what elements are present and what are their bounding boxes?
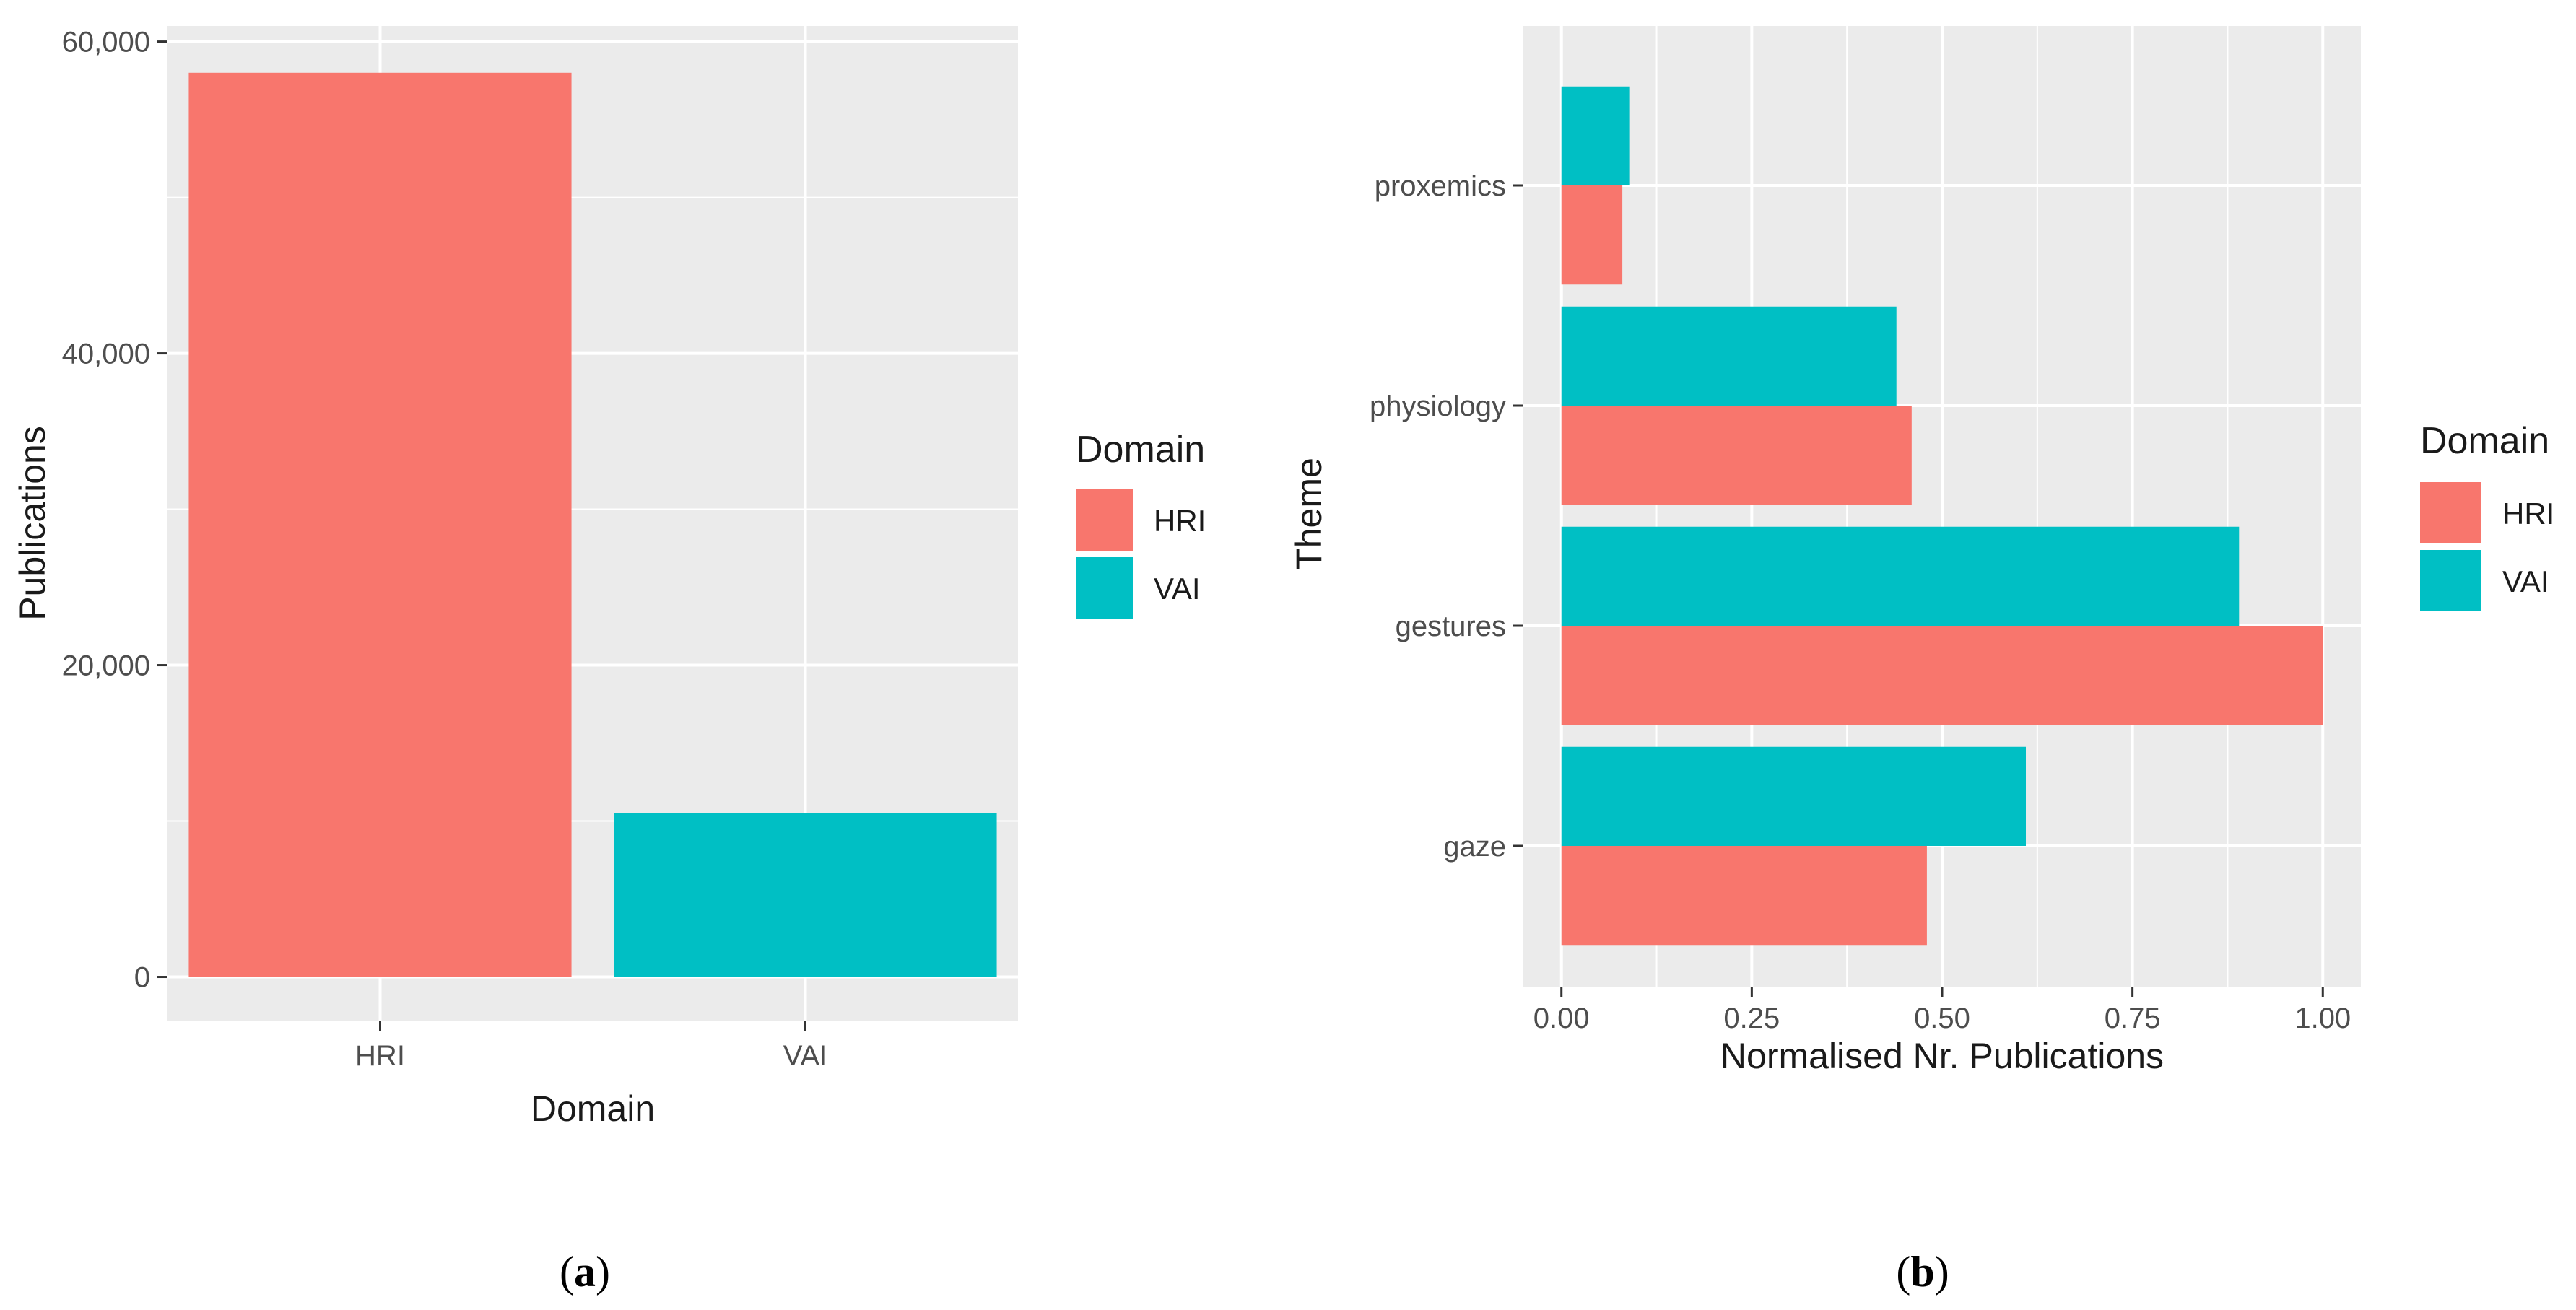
panel-a-x-tick-label: HRI	[355, 1040, 405, 1072]
bar-hri	[188, 72, 572, 977]
panel-b: gaze gestures physiology proxemics 0.00 0.25 0…	[1289, 26, 2554, 1076]
bar-proxemics-hri	[1561, 185, 1623, 285]
panel-b-legend: Domain HRI VAI	[2420, 420, 2554, 611]
panel-b-x-tick-label: 0.75	[2105, 1003, 2161, 1034]
bar-physiology-hri	[1561, 406, 1912, 505]
panel-a-x-tick-label: VAI	[783, 1040, 828, 1072]
panel-b-legend-title: Domain	[2420, 420, 2549, 462]
panel-b-legend-label: VAI	[2502, 564, 2549, 598]
panel-b-x-tick-label: 0.25	[1723, 1003, 1780, 1034]
panel-b-legend-key-vai	[2420, 550, 2481, 611]
panel-a-legend-entries: HRI VAI	[1076, 489, 1206, 619]
panel-a-axes: 0 20,000 40,000 60,000 HRI VAI	[62, 27, 828, 1072]
bar-gestures-vai	[1561, 526, 2240, 626]
panel-a-caption-letter: a	[574, 1248, 596, 1296]
panel-a-y-tick-label: 40,000	[62, 339, 150, 370]
panel-a-x-axis-title: Domain	[531, 1088, 655, 1129]
panel-b-y-tick-label: gaze	[1443, 831, 1506, 863]
panel-a-y-tick-label: 20,000	[62, 650, 150, 682]
panel-a-caption: (a)	[560, 1248, 610, 1296]
panel-a: 0 20,000 40,000 60,000 HRI VAI Domain Publica…	[12, 26, 1206, 1129]
panel-b-x-tick-label: 0.50	[1914, 1003, 1970, 1034]
panel-b-y-tick-label: gestures	[1396, 611, 1506, 642]
panel-a-legend-key-vai	[1076, 557, 1133, 619]
panel-b-x-tick-label: 0.00	[1533, 1003, 1590, 1034]
panel-b-bars	[1561, 86, 2323, 946]
panel-b-y-tick-label: physiology	[1370, 390, 1506, 422]
bar-gestures-hri	[1561, 626, 2323, 725]
bar-gaze-hri	[1561, 846, 1927, 946]
panel-b-y-axis-title: Theme	[1289, 458, 1329, 570]
panel-a-bars	[188, 72, 997, 977]
bar-physiology-vai	[1561, 306, 1897, 406]
panel-a-legend-label: HRI	[1154, 504, 1206, 538]
panel-b-legend-key-hri	[2420, 482, 2481, 543]
panel-a-legend-title: Domain	[1076, 429, 1205, 471]
panel-b-y-tick-label: proxemics	[1375, 170, 1506, 202]
panel-a-y-axis-title: Publications	[12, 426, 53, 621]
panel-a-legend-key-hri	[1076, 489, 1133, 551]
panel-b-x-axis-title: Normalised Nr. Publications	[1720, 1036, 2164, 1076]
panel-a-y-tick-label: 0	[134, 962, 150, 994]
bar-proxemics-vai	[1561, 86, 1630, 185]
panel-b-caption-letter: b	[1910, 1248, 1934, 1296]
panel-a-legend-label: VAI	[1154, 572, 1201, 606]
panel-b-axes: gaze gestures physiology proxemics 0.00 0.25 0…	[1370, 170, 2351, 1034]
panel-b-caption: (b)	[1896, 1248, 1949, 1296]
bar-gaze-vai	[1561, 746, 2026, 846]
bar-vai	[614, 813, 997, 977]
panel-b-legend-entries: HRI VAI	[2420, 482, 2554, 611]
panel-b-legend-label: HRI	[2502, 497, 2554, 530]
panel-b-x-tick-label: 1.00	[2294, 1003, 2351, 1034]
panel-a-y-tick-label: 60,000	[62, 27, 150, 58]
panel-a-legend: Domain HRI VAI	[1076, 429, 1206, 619]
